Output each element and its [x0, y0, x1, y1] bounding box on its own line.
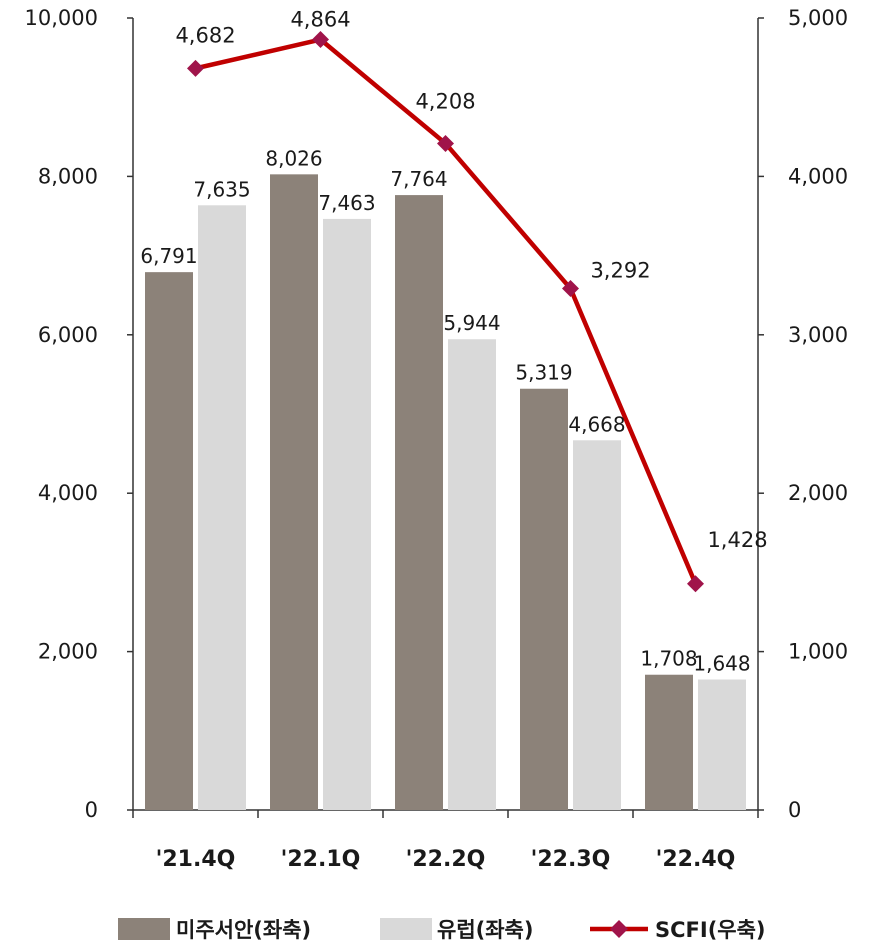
left-tick-label: 8,000 [38, 164, 98, 188]
bar-유럽 [198, 205, 246, 811]
bar-미주서안 [645, 674, 693, 810]
line-value-label: 4,208 [415, 89, 475, 113]
legend-marker-scfi [610, 920, 628, 938]
line-value-label: 1,428 [707, 528, 767, 552]
right-tick-label: 5,000 [788, 6, 848, 30]
bar-유럽 [323, 218, 371, 810]
bar-미주서안 [145, 272, 193, 810]
bar-value-label: 5,319 [515, 361, 572, 385]
bar-미주서안 [520, 388, 568, 810]
bar-value-label: 7,635 [193, 177, 250, 201]
right-tick-label: 2,000 [788, 481, 848, 505]
scfi-line-series [187, 31, 704, 593]
legend-swatch-미주서안 [118, 918, 170, 940]
x-tick-label: '21.4Q [156, 847, 236, 872]
legend-label: SCFI(우축) [655, 918, 766, 942]
legend: 미주서안(좌축) 유럽(좌축) SCFI(우축) [118, 918, 766, 942]
x-tick-label: '22.2Q [406, 847, 486, 872]
left-tick-label: 0 [85, 798, 98, 822]
legend-swatch-유럽 [380, 918, 432, 940]
axes: 0 2,000 4,000 6,000 8,000 10,000 0 1,000 2,000 3,… [25, 6, 849, 872]
bar-유럽 [698, 679, 746, 810]
x-tick-label: '22.4Q [656, 847, 736, 872]
bars [145, 174, 746, 811]
line-value-label: 4,864 [290, 8, 350, 32]
left-tick-label: 2,000 [38, 640, 98, 664]
scfi-marker [437, 134, 454, 152]
right-tick-label: 4,000 [788, 164, 848, 188]
left-tick-label: 10,000 [25, 6, 98, 30]
bar-미주서안 [270, 174, 318, 810]
left-tick-label: 4,000 [38, 481, 98, 505]
scfi-marker [687, 575, 704, 593]
scfi-marker [312, 31, 329, 49]
bar-미주서안 [395, 195, 443, 811]
right-tick-label: 0 [788, 798, 801, 822]
legend-label: 미주서안(좌축) [176, 918, 311, 942]
bar-value-label: 7,764 [390, 167, 447, 191]
bar-value-label: 4,668 [568, 412, 625, 436]
right-tick-label: 3,000 [788, 323, 848, 347]
bar-value-label: 7,463 [318, 191, 375, 215]
right-tick-label: 1,000 [788, 640, 848, 664]
bar-value-label: 8,026 [265, 146, 322, 170]
x-tick-label: '22.1Q [281, 847, 361, 872]
bar-유럽 [448, 339, 496, 810]
bar-value-label: 5,944 [443, 311, 500, 335]
x-tick-label: '22.3Q [531, 847, 611, 872]
line-value-label: 4,682 [175, 23, 235, 47]
scfi-marker [562, 280, 579, 298]
bar-value-label: 6,791 [140, 244, 197, 268]
scfi-marker [187, 59, 204, 77]
bar-value-label: 1,708 [640, 647, 697, 671]
left-tick-label: 6,000 [38, 323, 98, 347]
data-labels: 6,791 7,635 8,026 7,463 7,764 5,944 5,319 4,668… [140, 8, 767, 676]
bar-유럽 [573, 440, 621, 810]
bar-value-label: 1,648 [693, 651, 750, 675]
line-value-label: 3,292 [590, 259, 650, 283]
legend-label: 유럽(좌축) [437, 918, 533, 942]
